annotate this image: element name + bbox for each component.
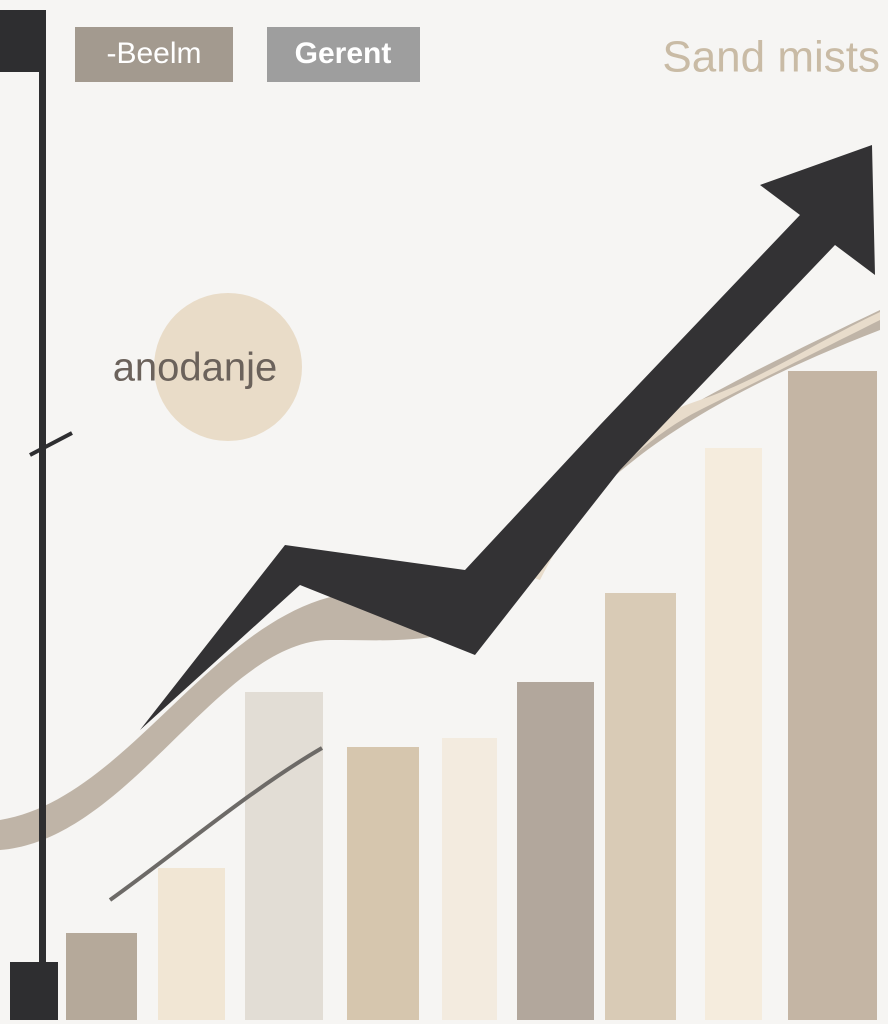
legend-label: -Beelm <box>106 37 201 70</box>
bar <box>158 868 225 1020</box>
axis-pole <box>39 10 46 1020</box>
bar <box>605 593 676 1020</box>
pole-cap <box>0 10 46 72</box>
trend-line <box>108 746 324 902</box>
title: Sand mists <box>662 33 880 82</box>
bar <box>347 747 419 1020</box>
badge-label: anodanje <box>113 346 278 390</box>
bar <box>517 682 594 1020</box>
badge-circle <box>154 293 302 441</box>
bar <box>442 738 497 1020</box>
trend-arrow <box>140 145 875 730</box>
pole-base <box>10 962 58 1020</box>
bar <box>66 933 137 1020</box>
bar <box>245 692 323 1020</box>
bar <box>788 371 877 1020</box>
legend-label: Gerent <box>295 37 392 70</box>
tick-slash <box>29 431 73 457</box>
legend-box <box>75 27 233 82</box>
legend-box <box>267 27 420 82</box>
bar <box>705 448 762 1020</box>
